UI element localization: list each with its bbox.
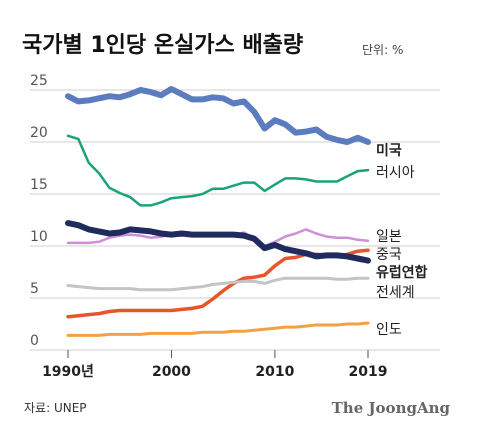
x-tick-label: 2000 (152, 364, 191, 380)
x-tick-label: 2019 (349, 364, 388, 380)
y-tick-label: 0 (30, 333, 39, 349)
x-axis-ticks: 1990년 2000 2010 2019 (42, 350, 387, 380)
y-tick-label: 5 (30, 281, 39, 297)
series-label: 미국 (376, 143, 402, 159)
x-tick-label: 2010 (255, 364, 294, 380)
series-label: 러시아 (376, 165, 415, 181)
source-note: 자료: UNEP (24, 401, 87, 415)
series-label: 유럽연합 (376, 264, 428, 281)
chart-title: 국가별 1인당 온실가스 배출량 (22, 33, 303, 58)
series-line (66, 276, 370, 292)
series-label: 일본 (376, 229, 402, 245)
y-tick-label: 10 (30, 229, 48, 245)
y-axis-ticks: 0 5 10 15 20 25 (30, 73, 48, 349)
y-tick-label: 20 (30, 125, 48, 141)
y-tick-label: 25 (30, 73, 48, 89)
series-line (66, 134, 370, 207)
series-line (66, 321, 370, 337)
series-line (65, 220, 371, 264)
series-label: 중국 (376, 247, 402, 263)
series-label: 인도 (376, 322, 402, 338)
series-line (65, 86, 371, 145)
unit-label: 단위: % (362, 43, 403, 57)
y-tick-label: 15 (30, 177, 48, 193)
series-lines (65, 86, 371, 337)
series-label: 전세계 (376, 285, 415, 301)
x-tick-label: 1990년 (42, 364, 94, 380)
grid-lines (30, 89, 440, 351)
brand-logo: The JoongAng (332, 399, 451, 417)
